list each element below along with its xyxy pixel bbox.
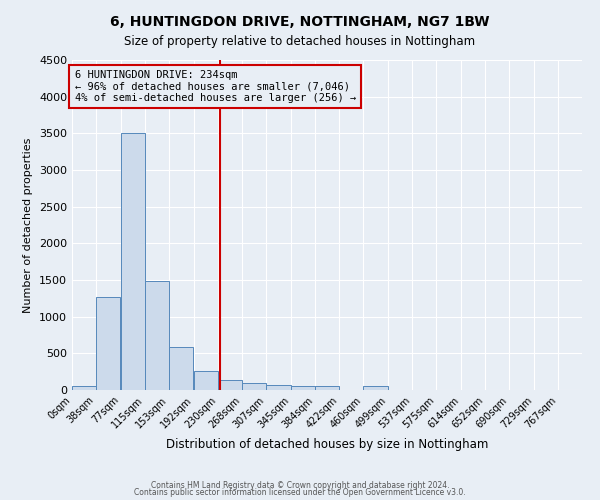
Text: Contains HM Land Registry data © Crown copyright and database right 2024.: Contains HM Land Registry data © Crown c… [151, 480, 449, 490]
Bar [96, 296, 120, 390]
Bar [290, 386, 314, 390]
Text: Size of property relative to detached houses in Nottingham: Size of property relative to detached ho… [124, 35, 476, 48]
Bar [242, 383, 266, 390]
Text: 6 HUNTINGDON DRIVE: 234sqm
← 96% of detached houses are smaller (7,046)
4% of se: 6 HUNTINGDON DRIVE: 234sqm ← 96% of deta… [74, 70, 356, 103]
Bar [169, 348, 193, 390]
Y-axis label: Number of detached properties: Number of detached properties [23, 138, 34, 312]
Bar [194, 372, 218, 390]
Bar [266, 385, 290, 390]
X-axis label: Distribution of detached houses by size in Nottingham: Distribution of detached houses by size … [166, 438, 488, 451]
Bar [364, 386, 388, 390]
Bar [72, 386, 96, 390]
Bar [121, 134, 145, 390]
Bar [145, 282, 169, 390]
Text: 6, HUNTINGDON DRIVE, NOTTINGHAM, NG7 1BW: 6, HUNTINGDON DRIVE, NOTTINGHAM, NG7 1BW [110, 15, 490, 29]
Text: Contains public sector information licensed under the Open Government Licence v3: Contains public sector information licen… [134, 488, 466, 497]
Bar [218, 380, 242, 390]
Bar [315, 386, 340, 390]
